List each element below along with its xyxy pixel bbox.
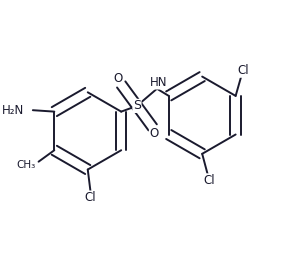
Text: Cl: Cl [85,191,96,204]
Text: Cl: Cl [237,64,248,77]
Text: O: O [114,72,123,85]
Text: H₂N: H₂N [2,104,24,117]
Text: Cl: Cl [204,174,215,187]
Text: O: O [149,127,159,140]
Text: S: S [133,99,141,112]
Text: CH₃: CH₃ [16,160,36,170]
Text: HN: HN [150,76,167,89]
